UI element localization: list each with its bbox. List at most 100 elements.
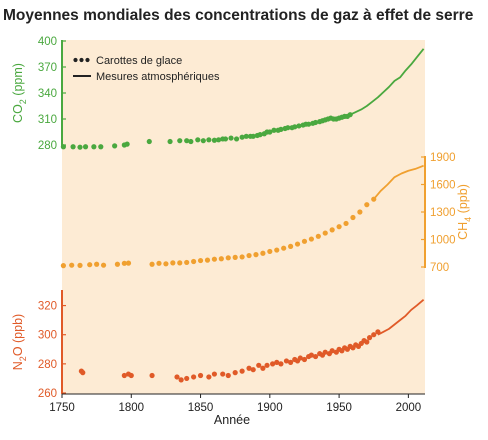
n2o-axis-title: N2O (ppb) <box>11 314 28 370</box>
co2-ice-core-point <box>77 144 83 150</box>
legend-dot-marker <box>79 57 84 63</box>
x-tick-label: 1750 <box>49 402 75 414</box>
co2-ice-core-point <box>112 143 118 149</box>
n2o-ice-core-point <box>80 370 86 376</box>
n2o-ice-core-point <box>278 361 284 367</box>
ch4-y-tick-label: 700 <box>430 262 449 274</box>
ch4-ice-core-point <box>336 224 342 230</box>
n2o-ice-core-point <box>329 348 335 354</box>
co2-ice-core-point <box>228 135 234 141</box>
ch4-ice-core-point <box>246 252 252 259</box>
co2-y-tick-label: 340 <box>38 88 57 100</box>
co2-ice-core-point <box>195 137 201 143</box>
n2o-ice-core-point <box>297 355 303 361</box>
n2o-ice-core-point <box>128 372 134 379</box>
ch4-ice-core-point <box>121 260 127 266</box>
panels-layer: 280 310 340 370 400 CO2 (ppm) 700 1000 1300 1600 1… <box>11 36 473 400</box>
ch4-panel: 700 1000 1300 1600 1900 CH4 (ppb) <box>60 152 473 274</box>
n2o-ice-core-point <box>256 362 262 368</box>
n2o-ice-core-point <box>288 359 294 365</box>
co2-ice-core-point <box>278 126 284 132</box>
ch4-ice-core-point <box>364 202 370 208</box>
n2o-ice-core-point <box>149 372 155 379</box>
n2o-y-tick-label: 300 <box>38 330 57 342</box>
n2o-atmospheric-line <box>377 299 425 336</box>
ch4-ice-core-point <box>267 248 273 255</box>
ch4-ice-core-point <box>329 227 335 233</box>
co2-ice-core-point <box>215 137 222 143</box>
n2o-ice-core-point <box>322 349 328 355</box>
ch4-y-tick-label: 1300 <box>430 207 456 219</box>
co2-ice-core-point <box>177 138 183 144</box>
ch4-ice-core-point <box>281 245 287 251</box>
ch4-ice-core-point <box>225 255 231 261</box>
n2o-y-tick-label: 260 <box>38 388 57 400</box>
n2o-ice-core-point <box>232 370 238 376</box>
n2o-ice-core-point <box>364 339 370 345</box>
ch4-ice-core-point <box>357 209 363 215</box>
co2-ice-core-point <box>250 133 256 139</box>
n2o-ice-core-point <box>220 371 226 377</box>
co2-ice-core-point <box>243 133 249 139</box>
ch4-ice-core-point <box>100 262 107 268</box>
n2o-ice-core-point <box>121 372 127 379</box>
ch4-ice-core-point <box>87 262 93 268</box>
legend-dot-marker <box>85 57 90 63</box>
ch4-ice-core-point <box>288 243 294 249</box>
n2o-ice-core-point <box>301 356 308 363</box>
co2-ice-core-point <box>222 136 229 142</box>
n2o-ice-core-point <box>211 371 217 377</box>
co2-ice-core-point <box>312 119 319 126</box>
co2-y-tick-label: 370 <box>38 62 57 74</box>
co2-ice-core-point <box>306 121 312 127</box>
n2o-ice-core-point <box>197 372 204 379</box>
ch4-ice-core-point <box>191 258 197 265</box>
ch4-ice-core-point <box>69 262 75 268</box>
x-axis-ticks: 1750 1800 1850 1900 1950 2000 <box>49 394 421 414</box>
ch4-ice-core-point <box>77 262 83 268</box>
x-tick-label: 1800 <box>118 402 144 414</box>
co2-y-tick-label: 310 <box>38 114 57 126</box>
co2-ice-core-point <box>91 144 97 150</box>
co2-ice-core-point <box>167 138 173 145</box>
co2-y-tick-label: 280 <box>38 140 57 152</box>
co2-ice-core-point <box>60 144 66 150</box>
co2-ice-core-point <box>98 144 104 150</box>
ch4-ice-core-point <box>177 260 183 266</box>
ch4-ice-core-point <box>294 241 301 247</box>
co2-ice-core-point <box>184 138 190 144</box>
n2o-ice-core-point <box>371 332 377 338</box>
co2-ice-core-point <box>188 138 194 145</box>
n2o-ice-core-point <box>274 359 280 365</box>
co2-panel: 280 310 340 370 400 CO2 (ppm) <box>11 36 425 152</box>
n2o-y-tick-label: 280 <box>38 359 57 371</box>
legend: Carottes de glace Mesures atmosphériques <box>73 55 220 83</box>
n2o-y-tick-label: 320 <box>38 301 57 313</box>
legend-label-atmospheric: Mesures atmosphériques <box>96 71 220 83</box>
ch4-ice-core-point <box>218 256 224 262</box>
n2o-ice-core-point <box>250 367 256 373</box>
ch4-ice-core-point <box>260 250 266 256</box>
n2o-ice-core-point <box>246 365 252 371</box>
x-tick-label: 1850 <box>188 402 214 414</box>
ch4-ice-core-point <box>253 252 259 258</box>
chart-title: Moyennes mondiales des concentrations de… <box>3 7 474 24</box>
co2-ice-core-point <box>296 123 302 129</box>
n2o-ice-core-point <box>239 368 245 374</box>
ch4-ice-core-point <box>94 261 100 267</box>
co2-ice-core-point <box>70 144 76 150</box>
n2o-ice-core-point <box>308 352 314 358</box>
co2-ice-core-point <box>271 127 277 133</box>
ch4-ice-core-point <box>315 233 321 239</box>
ch4-ice-core-point <box>170 260 176 266</box>
ch4-ice-core-point <box>184 259 190 266</box>
n2o-ice-core-point <box>206 374 212 380</box>
ch4-ice-core-point <box>149 261 155 267</box>
co2-ice-core-point <box>292 124 298 130</box>
co2-ice-core-point <box>82 144 89 150</box>
co2-ice-core-point <box>267 129 273 135</box>
co2-axis-title: CO2 (ppm) <box>11 63 28 123</box>
co2-y-tick-label: 400 <box>38 36 57 48</box>
co2-ice-core-point <box>257 132 263 138</box>
